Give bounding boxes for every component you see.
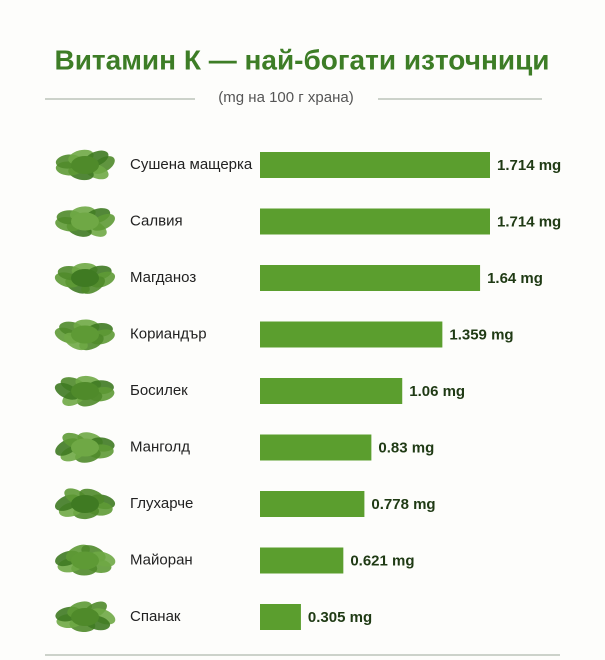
herb-icon xyxy=(54,262,116,294)
leaf xyxy=(71,212,99,231)
bar xyxy=(260,152,490,178)
category-label: Кориандър xyxy=(130,325,207,342)
bar xyxy=(260,321,443,348)
chart-subtitle: (mg на 100 г храна) xyxy=(218,89,353,106)
bar xyxy=(260,604,301,630)
bar xyxy=(260,434,372,461)
leaf xyxy=(71,325,99,344)
leaf xyxy=(71,551,99,570)
value-label: 0.621 mg xyxy=(350,552,414,569)
herb-icon xyxy=(54,488,116,520)
value-label: 1.714 mg xyxy=(497,157,561,174)
bar xyxy=(260,491,365,517)
bar xyxy=(260,265,481,291)
category-label: Майоран xyxy=(130,551,193,568)
leaf xyxy=(71,156,99,174)
leaf xyxy=(71,382,99,400)
herb-icon xyxy=(55,206,115,237)
category-label: Сушена мащерка xyxy=(130,156,253,173)
herb-icon xyxy=(55,601,116,633)
category-label: Спанак xyxy=(130,608,181,625)
category-label: Манголд xyxy=(130,438,190,455)
leaf xyxy=(71,438,99,457)
bar xyxy=(260,208,490,235)
herb-icon xyxy=(54,319,115,351)
leaf xyxy=(71,269,99,287)
bar xyxy=(260,547,344,574)
value-label: 0.778 mg xyxy=(371,496,435,513)
category-label: Глухарче xyxy=(130,495,193,512)
value-label: 1.359 mg xyxy=(449,326,513,343)
value-label: 1.714 mg xyxy=(497,213,561,230)
value-label: 1.64 mg xyxy=(487,270,543,287)
herb-icon xyxy=(54,375,115,407)
herb-icon xyxy=(55,149,115,181)
value-label: 1.06 mg xyxy=(409,383,465,400)
category-label: Босилек xyxy=(130,382,188,399)
category-label: Магданоз xyxy=(130,269,196,286)
bar xyxy=(260,378,403,404)
herb-icon xyxy=(55,432,115,463)
chart-title: Витамин К — най-богати източници xyxy=(54,44,549,75)
herb-icon xyxy=(55,544,116,576)
value-label: 0.305 mg xyxy=(308,609,372,626)
leaf xyxy=(71,608,99,626)
value-label: 0.83 mg xyxy=(378,439,434,456)
leaf xyxy=(71,495,99,513)
category-label: Салвия xyxy=(130,212,183,229)
